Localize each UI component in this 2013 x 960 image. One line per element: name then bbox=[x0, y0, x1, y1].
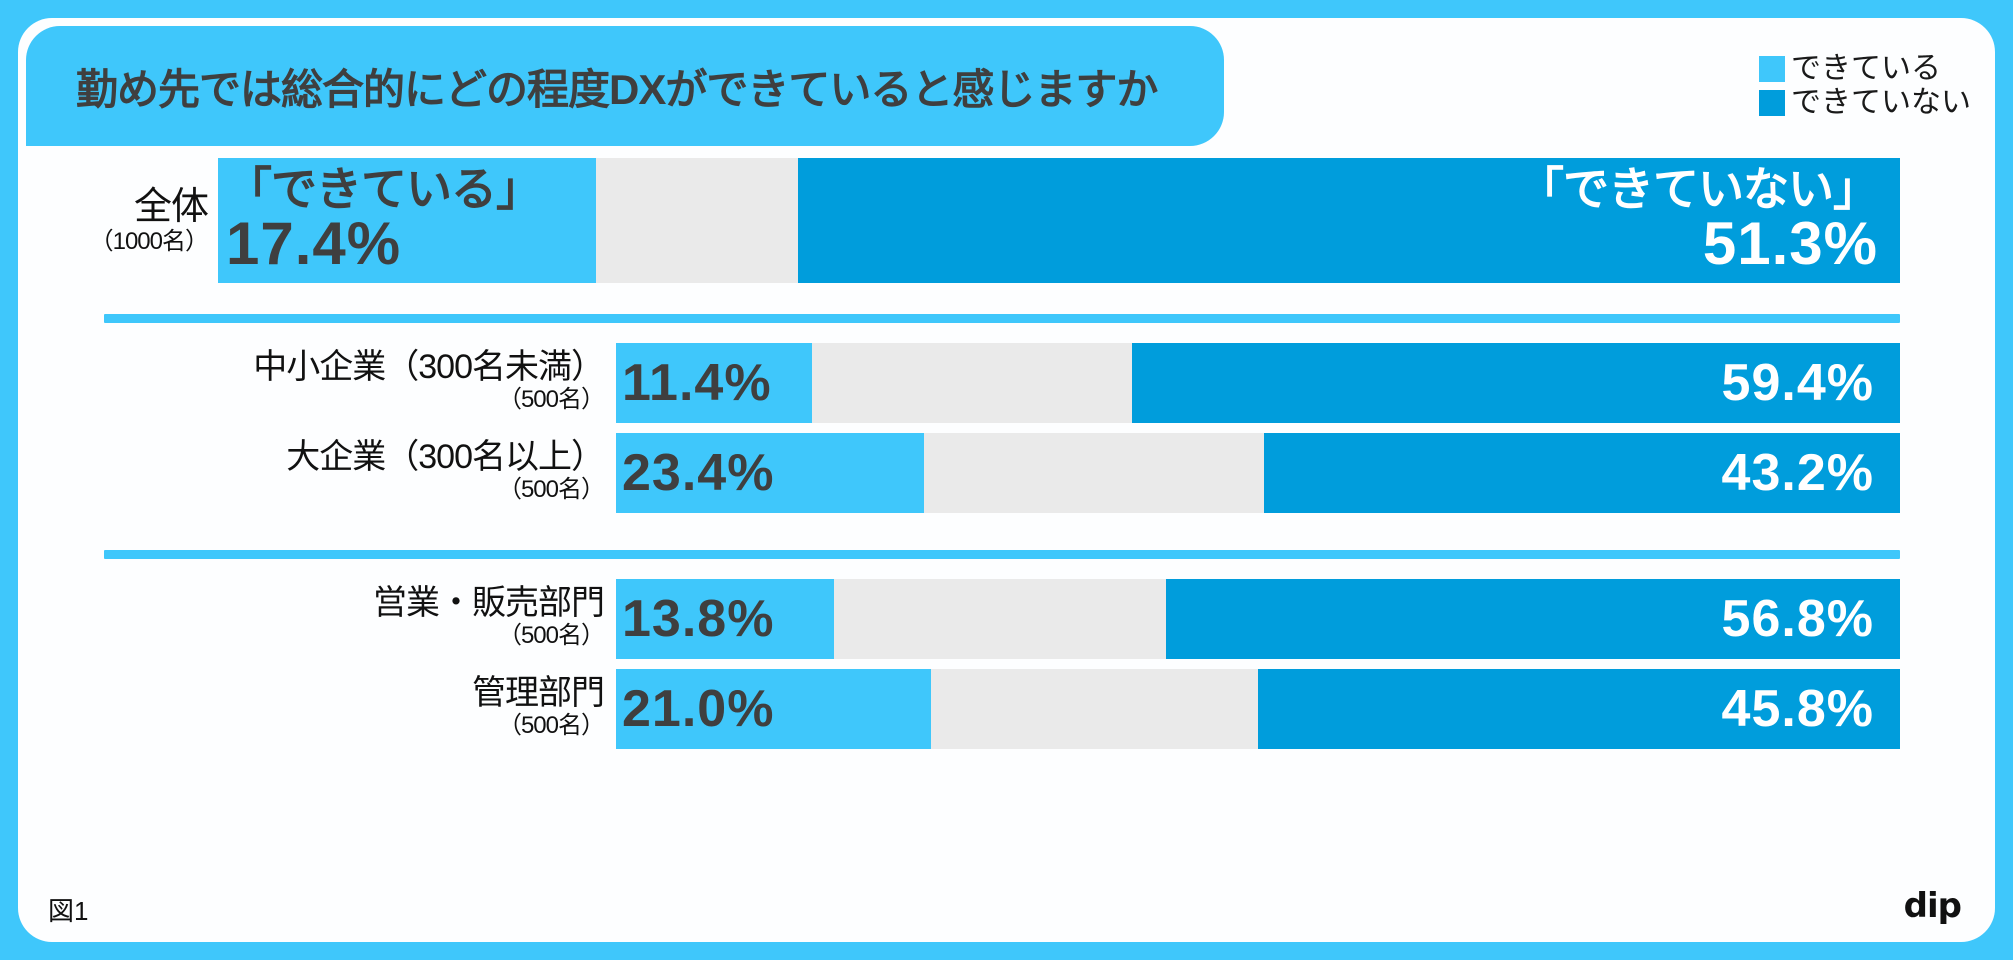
value-callout-left: 「できている」 17.4% bbox=[226, 158, 542, 283]
row-label-main: 中小企業（300名未満） bbox=[253, 348, 605, 386]
bar-track-zentai: 「できている」 17.4% 「できていない」 51.3% bbox=[218, 158, 1900, 283]
row-label-main: 全体 bbox=[133, 186, 209, 228]
value-number-right: 59.4% bbox=[1721, 354, 1874, 412]
row-label-main: 大企業（300名以上） bbox=[286, 438, 605, 476]
bar-segment-dekiteiru: 23.4% bbox=[616, 433, 925, 513]
bar-track-chusho: 11.4% 59.4% bbox=[616, 343, 1900, 423]
value-caption: 「できている」 bbox=[226, 163, 542, 216]
bar-segment-dekiteiru: 13.8% bbox=[616, 579, 835, 659]
legend: できている できていない bbox=[1759, 54, 1971, 118]
legend-item-dekiteinai: できていない bbox=[1759, 88, 1971, 118]
value-number-left: 13.8% bbox=[622, 590, 775, 648]
row-label-sub: （500名） bbox=[497, 622, 605, 649]
value-number-left: 21.0% bbox=[622, 680, 775, 738]
row-label-main: 営業・販売部門 bbox=[373, 584, 605, 622]
row-label-main: 管理部門 bbox=[472, 674, 605, 712]
bar-segment-dekiteinai: 45.8% bbox=[1258, 669, 1900, 749]
bar-segment-dekiteinai: 56.8% bbox=[1165, 579, 1900, 659]
legend-label: できていない bbox=[1791, 86, 1971, 119]
row-label-chusho: 中小企業（300名未満） （500名） bbox=[18, 348, 605, 413]
row-label-sub: （500名） bbox=[497, 476, 605, 503]
row-label-zentai: 全体 （1000名） bbox=[38, 186, 209, 255]
row-label-eigyo: 営業・販売部門 （500名） bbox=[18, 584, 605, 649]
row-label-sub: （500名） bbox=[497, 386, 605, 413]
value-callout-right: 「できていない」 51.3% bbox=[1518, 158, 1879, 283]
row-label-sub: （500名） bbox=[497, 712, 605, 739]
row-label-daikigyo: 大企業（300名以上） （500名） bbox=[18, 438, 605, 503]
figure-note: 図1 bbox=[48, 896, 89, 926]
bar-track-eigyo: 13.8% 56.8% bbox=[616, 579, 1900, 659]
bar-segment-dekiteinai: 59.4% bbox=[1132, 343, 1900, 423]
page-title: 勤め先では総合的にどの程度DXができていると感じますか bbox=[76, 65, 1158, 113]
section-divider bbox=[104, 314, 1900, 323]
value-number: 51.3% bbox=[1702, 210, 1878, 278]
section-divider bbox=[104, 550, 1900, 559]
legend-swatch-icon bbox=[1759, 90, 1785, 116]
row-label-sub: （1000名） bbox=[89, 228, 209, 255]
bar-track-kanri: 21.0% 45.8% bbox=[616, 669, 1900, 749]
bar-segment-dekiteiru bbox=[218, 158, 597, 283]
bar-segment-dekiteiru: 21.0% bbox=[616, 669, 931, 749]
value-caption: 「できていない」 bbox=[1518, 163, 1879, 216]
legend-item-dekiteiru: できている bbox=[1759, 54, 1971, 84]
legend-label: できている bbox=[1791, 52, 1941, 85]
value-number-left: 23.4% bbox=[622, 444, 775, 502]
value-number-left: 11.4% bbox=[622, 354, 772, 412]
value-number-right: 56.8% bbox=[1721, 590, 1874, 648]
value-number: 17.4% bbox=[226, 210, 402, 278]
value-number-right: 45.8% bbox=[1721, 680, 1874, 738]
row-label-kanri: 管理部門 （500名） bbox=[18, 674, 605, 739]
dip-logo: dip bbox=[1903, 886, 1962, 926]
value-number-right: 43.2% bbox=[1721, 444, 1874, 502]
legend-swatch-icon bbox=[1759, 56, 1785, 82]
bar-segment-dekiteiru: 11.4% bbox=[616, 343, 813, 423]
bar-track-daikigyo: 23.4% 43.2% bbox=[616, 433, 1900, 513]
chart-title-banner: 勤め先では総合的にどの程度DXができていると感じますか bbox=[26, 26, 1224, 146]
bar-segment-dekiteinai: 43.2% bbox=[1264, 433, 1900, 513]
chart-plot-area: 全体 （1000名） 「できている」 17.4% 「できていない」 51.3% bbox=[18, 158, 1995, 942]
bar-segment-dekiteinai bbox=[798, 158, 1900, 283]
chart-card: 勤め先では総合的にどの程度DXができていると感じますか できている できていない… bbox=[18, 18, 1995, 942]
